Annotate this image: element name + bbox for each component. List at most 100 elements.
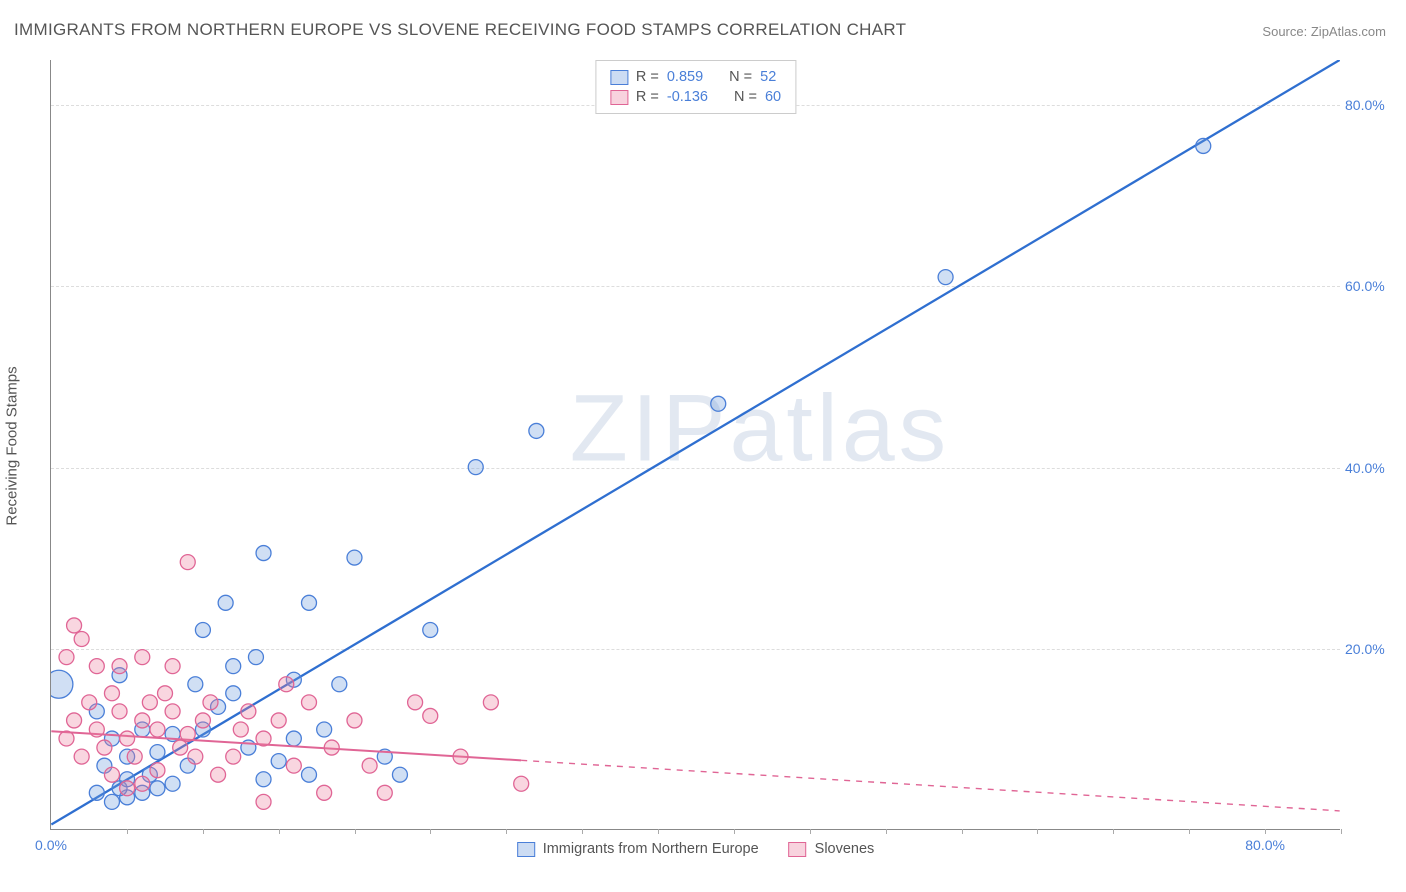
x-tick-mark: [1037, 829, 1038, 834]
data-point: [74, 749, 89, 764]
data-point: [59, 650, 74, 665]
data-point: [135, 713, 150, 728]
swatch-pink-icon: [789, 842, 807, 857]
legend-r-label: R =: [636, 89, 659, 105]
chart-svg: [51, 60, 1340, 829]
chart-plot-area: ZIPatlas R = 0.859 N = 52 R = -0.136 N =…: [50, 60, 1340, 830]
data-point: [248, 650, 263, 665]
data-point: [468, 460, 483, 475]
data-point: [180, 555, 195, 570]
data-point: [112, 704, 127, 719]
data-point: [256, 772, 271, 787]
x-tick-mark: [355, 829, 356, 834]
legend-correlation: R = 0.859 N = 52 R = -0.136 N = 60: [595, 60, 796, 114]
y-tick-label: 40.0%: [1345, 460, 1395, 476]
data-point: [150, 763, 165, 778]
data-point: [188, 749, 203, 764]
data-point: [226, 686, 241, 701]
legend-r-label: R =: [636, 69, 659, 85]
data-point: [286, 758, 301, 773]
data-point: [324, 740, 339, 755]
data-point: [302, 595, 317, 610]
data-point: [89, 785, 104, 800]
source-attrib: Source: ZipAtlas.com: [1262, 24, 1386, 39]
data-point: [165, 776, 180, 791]
x-tick-label-right: 80.0%: [1245, 837, 1285, 853]
data-point: [408, 695, 423, 710]
data-point: [347, 713, 362, 728]
x-tick-mark: [430, 829, 431, 834]
data-point: [97, 740, 112, 755]
legend-n-label: N =: [729, 69, 752, 85]
legend-label-blue: Immigrants from Northern Europe: [543, 841, 759, 857]
data-point: [150, 745, 165, 760]
legend-item-pink: Slovenes: [789, 841, 875, 857]
legend-row-pink: R = -0.136 N = 60: [610, 87, 781, 107]
x-tick-label-left: 0.0%: [35, 837, 67, 853]
data-point: [67, 713, 82, 728]
y-tick-label: 60.0%: [1345, 278, 1395, 294]
data-point: [317, 785, 332, 800]
data-point: [112, 659, 127, 674]
legend-item-blue: Immigrants from Northern Europe: [517, 841, 759, 857]
x-tick-mark: [127, 829, 128, 834]
legend-n-value-blue: 52: [760, 69, 776, 85]
source-link[interactable]: ZipAtlas.com: [1311, 24, 1386, 39]
data-point: [256, 794, 271, 809]
data-point: [529, 423, 544, 438]
data-point: [203, 695, 218, 710]
data-point: [1196, 138, 1211, 153]
data-point: [74, 632, 89, 647]
x-tick-mark: [658, 829, 659, 834]
data-point: [256, 546, 271, 561]
data-point: [195, 622, 210, 637]
x-tick-mark: [1341, 829, 1342, 834]
data-point: [514, 776, 529, 791]
y-axis-label: Receiving Food Stamps: [4, 366, 21, 525]
y-tick-label: 20.0%: [1345, 641, 1395, 657]
x-tick-mark: [1113, 829, 1114, 834]
data-point: [150, 722, 165, 737]
data-point: [423, 708, 438, 723]
data-point: [332, 677, 347, 692]
data-point: [188, 677, 203, 692]
legend-r-value-blue: 0.859: [667, 69, 703, 85]
x-tick-mark: [962, 829, 963, 834]
legend-r-value-pink: -0.136: [667, 89, 708, 105]
y-tick-label: 80.0%: [1345, 97, 1395, 113]
x-tick-mark: [1189, 829, 1190, 834]
data-point: [142, 695, 157, 710]
data-point: [127, 749, 142, 764]
x-tick-mark: [810, 829, 811, 834]
data-point: [271, 754, 286, 769]
swatch-blue-icon: [517, 842, 535, 857]
data-point: [938, 270, 953, 285]
data-point: [211, 767, 226, 782]
data-point: [423, 622, 438, 637]
data-point: [226, 659, 241, 674]
x-tick-mark: [203, 829, 204, 834]
swatch-pink-icon: [610, 90, 628, 105]
data-point: [180, 727, 195, 742]
data-point: [104, 794, 119, 809]
data-point: [165, 704, 180, 719]
data-point: [286, 731, 301, 746]
data-point: [59, 731, 74, 746]
data-point: [104, 767, 119, 782]
data-point: [256, 731, 271, 746]
x-tick-mark: [506, 829, 507, 834]
trendline-extrapolated: [521, 760, 1339, 811]
data-point: [195, 713, 210, 728]
swatch-blue-icon: [610, 70, 628, 85]
legend-row-blue: R = 0.859 N = 52: [610, 67, 781, 87]
data-point: [453, 749, 468, 764]
data-point: [711, 396, 726, 411]
data-point: [362, 758, 377, 773]
data-point: [150, 781, 165, 796]
data-point: [347, 550, 362, 565]
data-point: [233, 722, 248, 737]
x-tick-mark: [734, 829, 735, 834]
data-point: [317, 722, 332, 737]
chart-title: IMMIGRANTS FROM NORTHERN EUROPE VS SLOVE…: [14, 20, 906, 40]
data-point: [89, 659, 104, 674]
